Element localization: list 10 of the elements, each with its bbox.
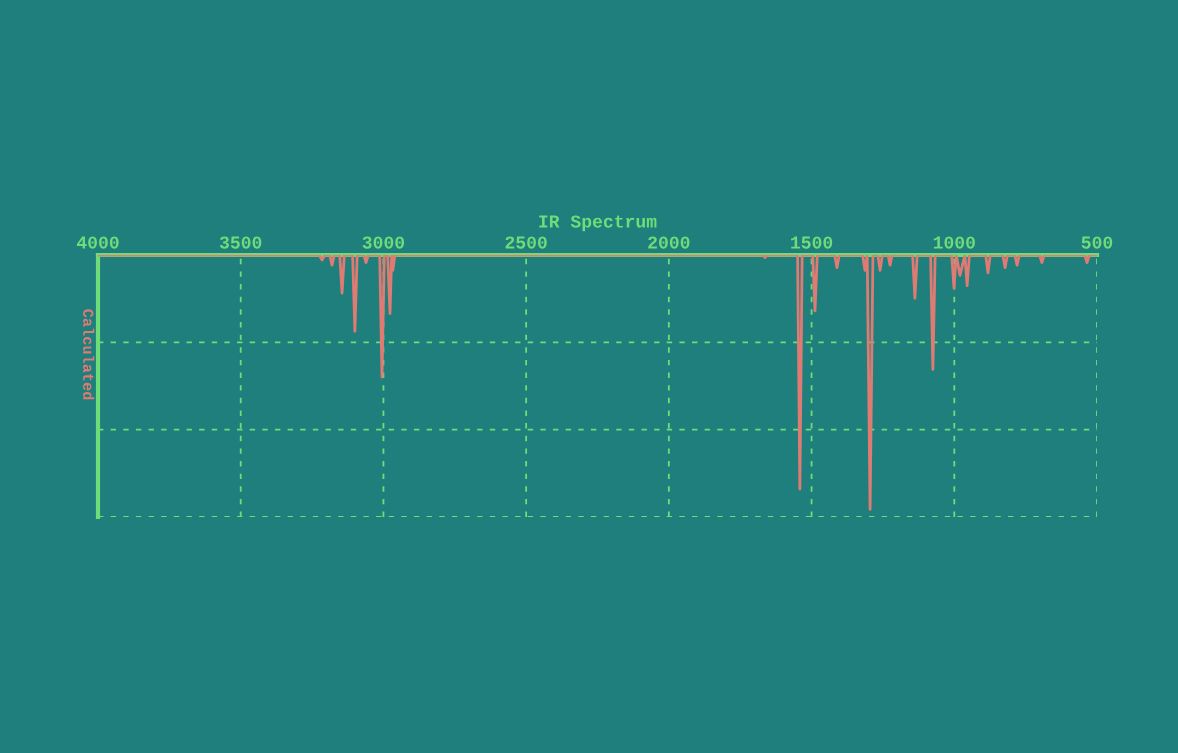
x-tick-label: 2000 [648,236,690,249]
chart-title: IR Spectrum [539,215,657,232]
y-axis-title: Calculated [83,309,95,400]
x-tick-label: 3500 [219,236,262,249]
x-tick-label: 4000 [76,236,119,249]
x-tick-label: 3000 [362,236,405,249]
x-tick-label: 2500 [505,236,547,249]
x-tick-label: 500 [1081,236,1113,249]
x-tick-label: 1500 [791,236,833,249]
x-tick-label: 1000 [933,236,975,249]
